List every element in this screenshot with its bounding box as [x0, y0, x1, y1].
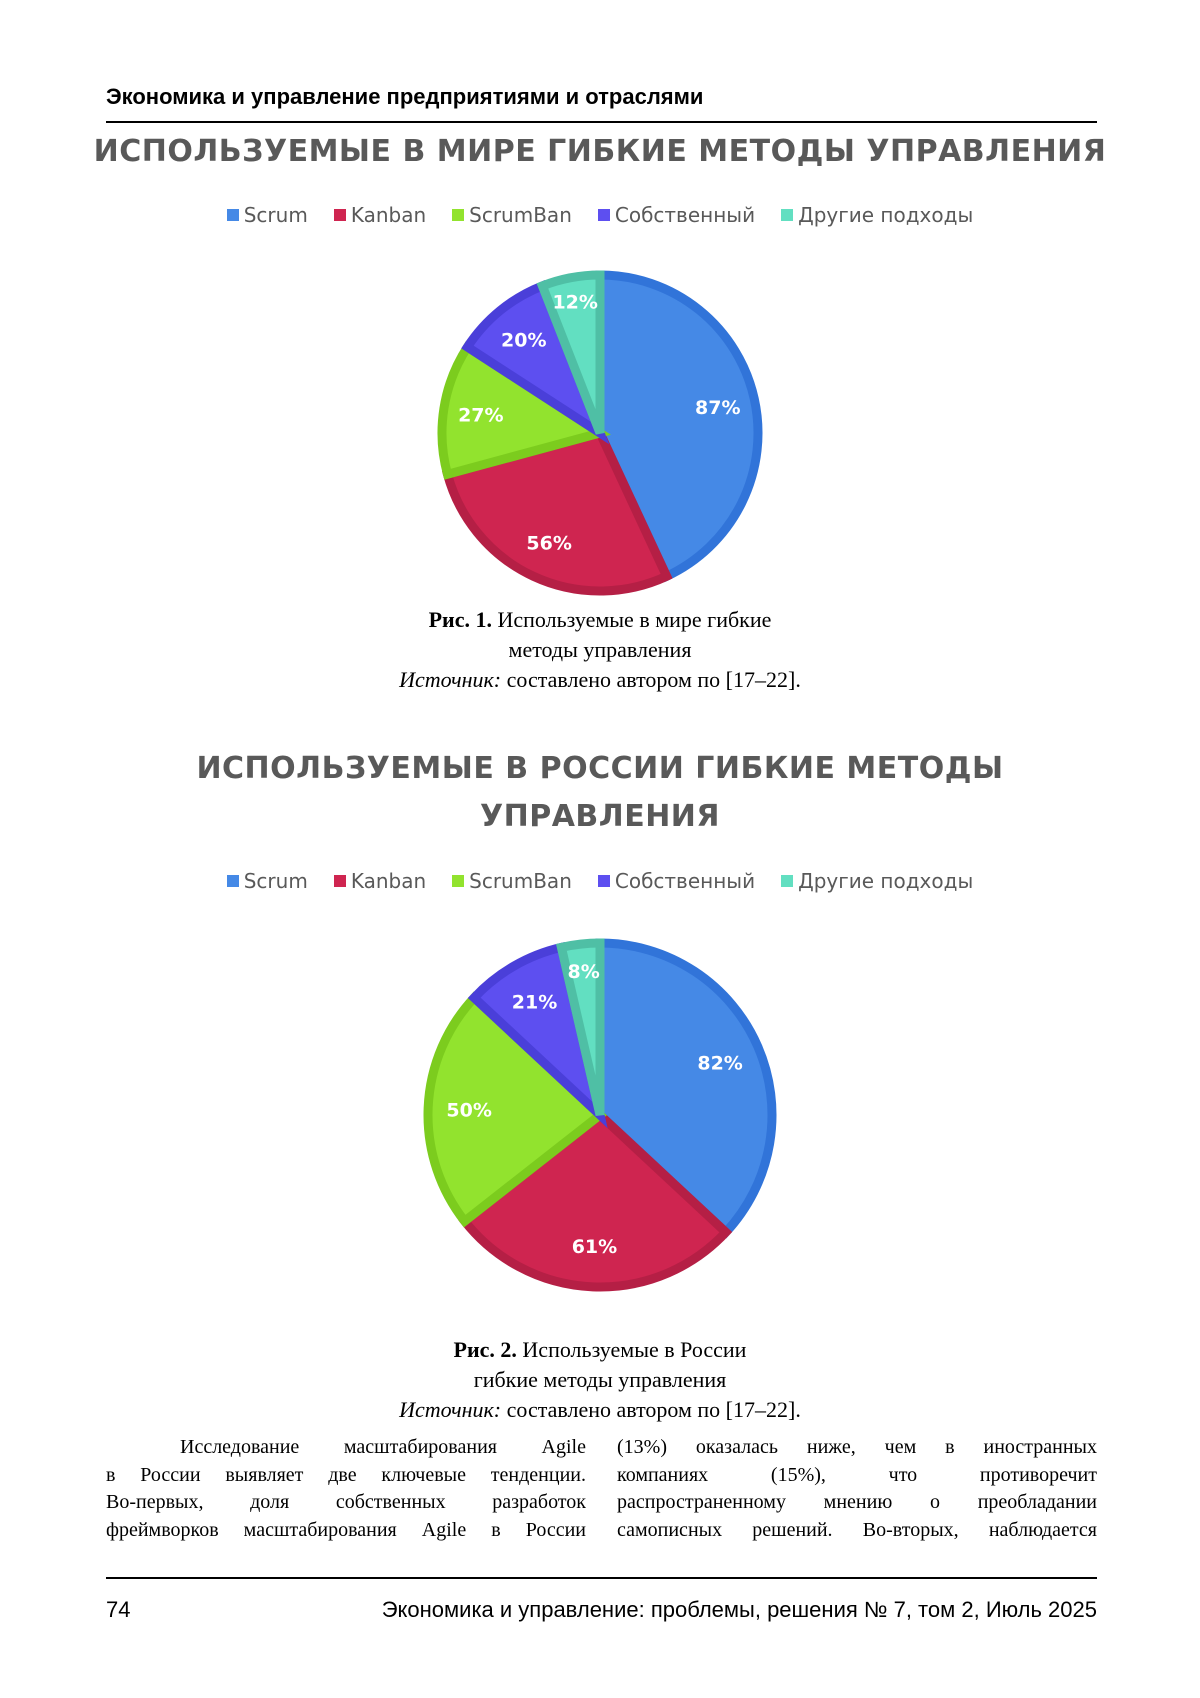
body-line: (13%) оказалась ниже, чем в иностранных	[617, 1436, 1097, 1458]
legend-swatch	[226, 209, 239, 221]
legend-label: ScrumBan	[469, 203, 572, 227]
legend-label: Собственный	[614, 203, 756, 227]
body-line: в России выявляет две ключевые тенденции…	[106, 1463, 586, 1486]
pie-slice-kanban	[441, 427, 673, 596]
legend-swatch	[333, 875, 346, 887]
legend-item: Kanban	[333, 869, 427, 893]
pie-slice-scrum	[595, 270, 763, 583]
figure-1-source-label: Источник:	[399, 667, 502, 692]
body-line: фреймворков масштабирования Agile в Росс…	[106, 1518, 586, 1541]
chart-2-legend: Scrum Kanban ScrumBan Собственный Другие под…	[0, 869, 1200, 893]
chart-1-pie: 87% 56% 27% 20% 12%	[437, 270, 763, 596]
figure-1-number: Рис. 1.	[428, 607, 492, 632]
chart-2-title-line-2: УПРАВЛЕНИЯ	[479, 799, 721, 834]
legend-label: Scrum	[243, 203, 308, 227]
figure-1-source: составлено автором по [17–22].	[501, 667, 801, 692]
pie-data-label: 87%	[695, 397, 740, 419]
body-line: Исследование масштабирования Agile	[180, 1436, 586, 1458]
legend-label: ScrumBan	[469, 869, 572, 893]
legend-swatch	[597, 209, 610, 221]
pie-data-label: 27%	[458, 404, 503, 426]
chart-1-legend: Scrum Kanban ScrumBan Собственный Другие под…	[0, 203, 1200, 227]
legend-swatch	[781, 209, 794, 221]
chart-2-title: ИСПОЛЬЗУЕМЫЕ В РОССИИ ГИБКИЕ МЕТОДЫ УПРА…	[0, 745, 1200, 841]
figure-1-title-1: Используемые в мире гибкие	[492, 607, 772, 632]
legend-item: Собственный	[597, 869, 756, 893]
body-line: самописных решений. Во-вторых, наблюдает…	[617, 1518, 1097, 1541]
pie-data-label: 8%	[567, 961, 599, 983]
pie-slice-другие-подходы	[555, 938, 605, 1117]
body-line: распространенному мнению о преобладании	[617, 1491, 1097, 1513]
legend-swatch	[452, 875, 465, 887]
journal-info: Экономика и управление: проблемы, решени…	[381, 1597, 1097, 1622]
figure-2-caption: Рис. 2. Используемые в России гибкие мет…	[0, 1335, 1200, 1425]
legend-item: Другие подходы	[781, 203, 973, 227]
legend-label: Другие подходы	[798, 203, 974, 227]
chart-1-title-line: ИСПОЛЬЗУЕМЫЕ В МИРЕ ГИБКИЕ МЕТОДЫ УПРАВЛ…	[93, 134, 1107, 169]
legend-item: Другие подходы	[781, 869, 973, 893]
legend-label: Kanban	[350, 203, 427, 227]
running-head: Экономика и управление предприятиями и о…	[106, 84, 704, 109]
pie-data-label: 50%	[446, 1099, 491, 1121]
legend-item: Scrum	[226, 203, 308, 227]
legend-swatch	[226, 875, 239, 887]
pie-slice-scrum	[595, 938, 777, 1239]
legend-item: ScrumBan	[452, 203, 572, 227]
body-line: Во-первых, доля собственных разработок	[106, 1491, 586, 1513]
pie-slice-scrumban	[423, 991, 607, 1228]
legend-label: Scrum	[243, 869, 308, 893]
footer-rule	[106, 1577, 1097, 1579]
figure-1-title-2: методы управления	[508, 637, 692, 662]
chart-1-title: ИСПОЛЬЗУЕМЫЕ В МИРЕ ГИБКИЕ МЕТОДЫ УПРАВЛ…	[0, 128, 1200, 176]
page-number: 74	[106, 1597, 131, 1622]
legend-label: Собственный	[614, 869, 756, 893]
body-column-right: (13%) оказалась ниже, чем в иностранных …	[617, 1434, 1097, 1544]
pie-slice-scrumban	[437, 340, 611, 480]
legend-item: Kanban	[333, 203, 427, 227]
legend-label: Другие подходы	[798, 869, 974, 893]
pie-data-label: 12%	[552, 292, 597, 314]
pie-slice-kanban	[458, 1109, 733, 1292]
chart-2-title-line-1: ИСПОЛЬЗУЕМЫЕ В РОССИИ ГИБКИЕ МЕТОДЫ	[196, 751, 1004, 786]
body-column-left: Исследование масштабирования Agile в Рос…	[106, 1434, 586, 1544]
pie-data-label: 20%	[501, 330, 546, 352]
pie-data-label: 21%	[512, 992, 557, 1014]
figure-2-title-1: Используемые в России	[516, 1337, 747, 1362]
figure-2-number: Рис. 2.	[453, 1337, 517, 1362]
pie-data-label: 56%	[526, 532, 571, 554]
header-rule	[106, 121, 1097, 123]
legend-item: Scrum	[226, 869, 308, 893]
figure-1-caption: Рис. 1. Используемые в мире гибкие метод…	[0, 605, 1200, 695]
body-line: компаниях (15%), что противоречит	[617, 1463, 1097, 1486]
legend-swatch	[781, 875, 794, 887]
pie-slice-другие-подходы	[536, 270, 605, 435]
figure-2-source-label: Источник:	[399, 1397, 502, 1422]
pie-data-label: 61%	[572, 1236, 617, 1258]
legend-swatch	[597, 875, 610, 887]
figure-2-source: составлено автором по [17–22].	[501, 1397, 801, 1422]
legend-swatch	[333, 209, 346, 221]
legend-item: Собственный	[597, 203, 756, 227]
legend-item: ScrumBan	[452, 869, 572, 893]
legend-label: Kanban	[350, 869, 427, 893]
legend-swatch	[452, 209, 465, 221]
chart-2-pie: 82% 61% 50% 21% 8%	[423, 938, 777, 1292]
pie-data-label: 82%	[697, 1053, 742, 1075]
figure-2-title-2: гибкие методы управления	[473, 1367, 727, 1392]
